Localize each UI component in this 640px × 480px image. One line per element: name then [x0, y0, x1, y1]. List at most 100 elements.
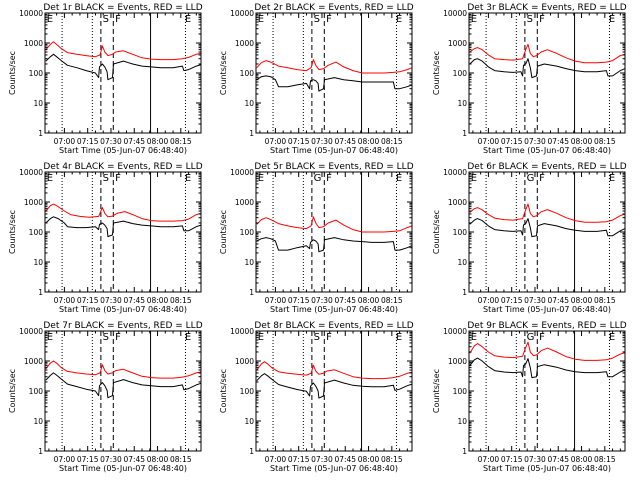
x-tick-label: 07:30	[311, 137, 333, 146]
time-marker-label: F	[539, 14, 545, 25]
y-axis-label: Counts/sec	[219, 210, 228, 254]
x-tick-label: 08:15	[594, 296, 616, 305]
time-marker-label: S	[314, 332, 320, 343]
x-axis-label: Start Time (05-Jun-07 06:48:40)	[483, 146, 611, 155]
y-tick-label: 10	[457, 417, 467, 426]
detector-panel: 1 10 100 1000 10000 07:00 07:15 07:30 07:45 08:00…	[432, 3, 627, 155]
x-tick-label: 08:15	[381, 455, 403, 464]
x-axis-label: Start Time (05-Jun-07 06:48:40)	[59, 146, 187, 155]
y-axis-label: Counts/sec	[8, 51, 17, 95]
x-tick-label: 07:00	[54, 296, 76, 305]
x-tick-label: 08:15	[170, 296, 192, 305]
events-series-line	[469, 218, 626, 238]
y-tick-label: 1000	[24, 198, 43, 207]
time-marker-label: E	[471, 332, 477, 343]
time-marker-label: E	[471, 14, 477, 25]
x-tick-label: 07:30	[311, 455, 333, 464]
y-axis-label: Counts/sec	[219, 51, 228, 95]
time-marker-label: E	[396, 14, 402, 25]
y-tick-label: 1000	[235, 357, 254, 366]
x-tick-label: 08:00	[147, 455, 169, 464]
x-axis-label: Start Time (05-Jun-07 06:48:40)	[59, 464, 187, 473]
x-tick-label: 07:45	[123, 455, 145, 464]
time-marker-label: S	[103, 173, 109, 184]
x-axis-label: Start Time (05-Jun-07 06:48:40)	[483, 464, 611, 473]
time-marker-label: E	[258, 332, 264, 343]
y-tick-label: 10	[244, 417, 254, 426]
x-tick-label: 07:00	[265, 137, 287, 146]
panel-title: Det 7r BLACK = Events, RED = LLD	[43, 321, 202, 331]
x-tick-label: 08:15	[170, 137, 192, 146]
y-tick-label: 10000	[230, 9, 254, 18]
x-tick-label: 07:30	[100, 137, 122, 146]
y-tick-label: 1	[38, 447, 43, 456]
lld-series-line	[45, 203, 202, 222]
lld-series-line	[45, 360, 202, 379]
time-marker-label: E	[185, 14, 191, 25]
x-tick-label: 07:30	[100, 455, 122, 464]
time-marker-label: F	[115, 332, 121, 343]
y-tick-label: 1000	[24, 357, 43, 366]
y-tick-label: 10	[33, 99, 43, 108]
y-tick-label: 100	[240, 228, 255, 237]
y-tick-label: 1	[249, 288, 254, 297]
time-marker-label: E	[609, 14, 615, 25]
y-tick-label: 1000	[24, 39, 43, 48]
y-tick-label: 10	[33, 417, 43, 426]
y-tick-label: 10000	[19, 168, 43, 177]
y-tick-label: 1000	[448, 357, 467, 366]
events-series-line	[256, 373, 413, 399]
y-tick-label: 1	[38, 129, 43, 138]
y-tick-label: 10000	[230, 327, 254, 336]
x-tick-label: 07:00	[478, 296, 500, 305]
y-axis-label: Counts/sec	[8, 369, 17, 413]
panel-title: Det 6r BLACK = Events, RED = LLD	[467, 162, 626, 172]
time-marker-label: F	[539, 332, 545, 343]
x-tick-label: 08:15	[594, 455, 616, 464]
x-tick-label: 08:00	[358, 137, 380, 146]
x-tick-label: 07:15	[77, 137, 99, 146]
x-tick-label: 07:15	[288, 137, 310, 146]
x-axis-label: Start Time (05-Jun-07 06:48:40)	[59, 305, 187, 314]
x-tick-label: 07:45	[547, 296, 569, 305]
x-tick-label: 08:00	[571, 455, 593, 464]
x-axis-label: Start Time (05-Jun-07 06:48:40)	[483, 305, 611, 314]
y-tick-label: 100	[240, 69, 255, 78]
events-series-line	[256, 237, 413, 253]
y-tick-label: 10000	[19, 327, 43, 336]
y-tick-label: 1	[462, 288, 467, 297]
y-tick-label: 10	[33, 258, 43, 267]
panel-title: Det 4r BLACK = Events, RED = LLD	[43, 162, 202, 172]
time-marker-label: G	[527, 173, 535, 184]
x-axis-label: Start Time (05-Jun-07 06:48:40)	[270, 305, 398, 314]
time-marker-label: E	[258, 14, 264, 25]
x-axis-label: Start Time (05-Jun-07 06:48:40)	[270, 146, 398, 155]
x-tick-label: 07:45	[547, 137, 569, 146]
x-tick-label: 08:00	[358, 455, 380, 464]
time-marker-label: E	[47, 173, 53, 184]
x-tick-label: 07:45	[123, 137, 145, 146]
lld-series-line	[469, 203, 626, 223]
panel-title: Det 8r BLACK = Events, RED = LLD	[254, 321, 413, 331]
detector-panel: 1 10 100 1000 10000 07:00 07:15 07:30 07:45 08:00…	[219, 3, 414, 155]
y-tick-label: 10	[457, 99, 467, 108]
events-series-line	[45, 372, 202, 399]
x-tick-label: 07:30	[524, 137, 546, 146]
x-tick-label: 08:15	[381, 137, 403, 146]
y-tick-label: 10000	[230, 168, 254, 177]
time-marker-label: G	[527, 332, 535, 343]
y-axis-label: Counts/sec	[432, 210, 441, 254]
x-tick-label: 07:15	[288, 455, 310, 464]
time-marker-label: E	[396, 173, 402, 184]
y-tick-label: 100	[453, 387, 468, 396]
time-marker-label: E	[609, 332, 615, 343]
y-tick-label: 1000	[235, 39, 254, 48]
events-series-line	[256, 75, 413, 92]
x-tick-label: 08:00	[571, 296, 593, 305]
events-series-line	[45, 53, 202, 81]
x-tick-label: 07:45	[334, 137, 356, 146]
lld-series-line	[469, 341, 626, 361]
time-marker-label: G	[314, 173, 322, 184]
y-tick-label: 1	[462, 447, 467, 456]
x-tick-label: 08:00	[147, 296, 169, 305]
